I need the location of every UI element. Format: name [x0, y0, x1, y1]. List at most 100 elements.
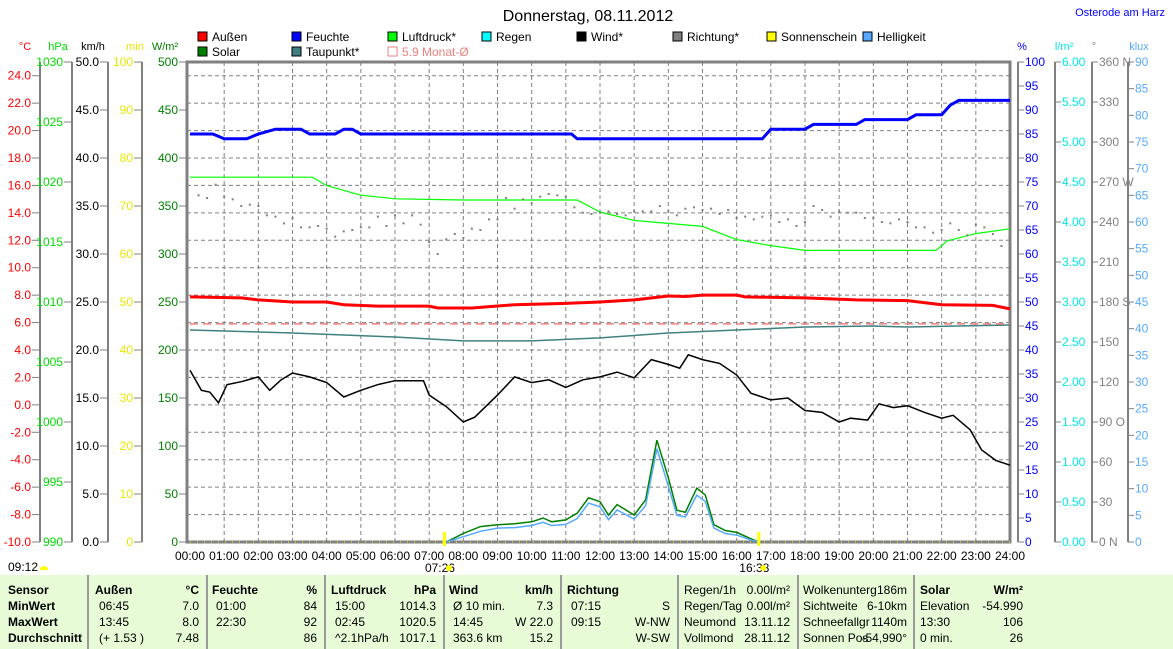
richtung-point	[966, 234, 969, 237]
axis-tick-label: 990	[43, 535, 63, 549]
axis-tick-label: 60	[120, 247, 134, 261]
axis-tick-label: 150	[1099, 335, 1119, 349]
x-tick-label: 03:00	[277, 549, 307, 563]
axis-tick-label: 3.00	[1062, 295, 1086, 309]
axis-unit-label: min	[126, 41, 144, 53]
sun-markers: 07:26 16:38 09:12	[8, 532, 1010, 575]
table-separator	[324, 575, 326, 649]
axis-tick-label: -8.0	[10, 508, 31, 522]
cell-value: 1017.1	[399, 631, 436, 645]
series-luftdruck-	[190, 176, 1011, 251]
x-tick-label: 23:00	[961, 549, 991, 563]
axis-tick-label: 6.00	[1062, 55, 1086, 69]
axis-tick-label: 15	[1135, 455, 1149, 469]
sun-icon	[760, 565, 767, 571]
column-unit: %	[306, 583, 317, 597]
axis-tick-label: 50.0	[76, 55, 100, 69]
x-tick-label: 11:00	[551, 549, 580, 563]
axis-tick-label: 2.0	[14, 370, 31, 384]
sunrise-marker	[442, 532, 446, 546]
richtung-point	[812, 205, 815, 207]
richtung-point	[265, 214, 268, 217]
axis-tick-label: -2.0	[10, 425, 31, 439]
cell-value: 1140m	[871, 615, 907, 629]
cell-value: 106	[1002, 615, 1023, 629]
richtung-point	[786, 218, 789, 221]
richtung-point	[522, 198, 525, 201]
richtung-point	[1000, 245, 1003, 247]
axis-tick-label: 16.0	[8, 178, 32, 192]
axis-tick-label: 500	[158, 55, 178, 69]
legend-swatch	[387, 31, 398, 42]
axis-tick-label: 50	[1025, 295, 1039, 309]
axis-tick-label: 70	[120, 199, 134, 213]
series-wind-	[189, 353, 1011, 466]
richtung-point	[863, 217, 866, 219]
axis-tick-label: 360 N	[1099, 55, 1131, 69]
richtung-point	[282, 222, 285, 225]
richtung-point	[206, 197, 209, 199]
sensor-header: Sensor	[8, 583, 49, 597]
axis-tick-label: 50	[165, 487, 179, 501]
legend-item: Wind*	[576, 30, 623, 44]
cell-label: 07:15	[571, 599, 602, 613]
richtung-point	[505, 197, 508, 199]
axis-tick-label: 45	[1135, 295, 1149, 309]
richtung-point	[325, 227, 328, 230]
richtung-point	[351, 229, 354, 231]
legend-item: Helligkeit	[862, 30, 926, 44]
axis-tick-label: 30	[1099, 495, 1113, 509]
axis-tick-label: 25	[1025, 415, 1039, 429]
axis-tick-label: 0.0	[82, 535, 99, 549]
axis-tick-label: 150	[158, 391, 178, 405]
richtung-point	[376, 215, 379, 218]
axis-tick-label: 85	[1135, 82, 1149, 96]
legend-item: Außen	[197, 30, 247, 44]
axis-tick-label: 100	[1025, 55, 1045, 69]
richtung-point	[872, 217, 875, 219]
axis-tick-label: 1030	[36, 55, 63, 69]
richtung-point	[718, 213, 721, 215]
cell-label: Neumond	[684, 615, 737, 629]
x-tick-label: 02:00	[243, 549, 273, 563]
cell-label: 09:15	[571, 615, 602, 629]
axis-tick-label: 90	[1025, 103, 1039, 117]
legend-swatch	[481, 31, 492, 42]
column-header: Feuchte	[212, 583, 259, 597]
axis-tick-label: 90 O	[1099, 415, 1125, 429]
richtung-point	[402, 222, 405, 225]
richtung-point	[633, 210, 636, 213]
axis-tick-label: 60	[1025, 247, 1039, 261]
table-separator	[797, 575, 799, 649]
richtung-point	[470, 227, 473, 230]
axis-tick-label: 25	[1135, 402, 1149, 416]
richtung-point	[735, 217, 738, 219]
richtung-point	[701, 209, 704, 211]
table-separator	[206, 575, 208, 649]
richtung-point	[342, 230, 345, 233]
x-tick-label: 09:00	[482, 549, 512, 563]
legend-swatch	[766, 31, 777, 42]
axis-tick-label: -6.0	[10, 480, 31, 494]
richtung-point	[513, 207, 516, 210]
cell-value: 13.11.12	[744, 615, 790, 629]
richtung-point	[795, 225, 798, 227]
axis-tick-label: 35.0	[76, 199, 100, 213]
axis-tick-label: 80	[1025, 151, 1039, 165]
axis-unit-label: °	[1092, 41, 1096, 53]
richtung-point	[650, 210, 653, 213]
richtung-point	[274, 215, 277, 218]
location-link[interactable]: Osterode am Harz	[1075, 7, 1165, 19]
x-tick-label: 05:00	[346, 549, 376, 563]
richtung-point	[880, 221, 883, 223]
axis-unit-label: l/m²	[1055, 41, 1074, 53]
axis-tick-label: 85	[1025, 127, 1039, 141]
richtung-point	[616, 213, 619, 215]
axis-pct: %100959085807570656055504540353025201510…	[1017, 41, 1045, 549]
x-tick-label: 20:00	[858, 549, 888, 563]
series-solar	[445, 439, 760, 543]
axis-tick-label: 1.50	[1062, 415, 1086, 429]
cell-label: 14:45	[453, 615, 484, 629]
axis-tick-label: 30	[120, 391, 134, 405]
